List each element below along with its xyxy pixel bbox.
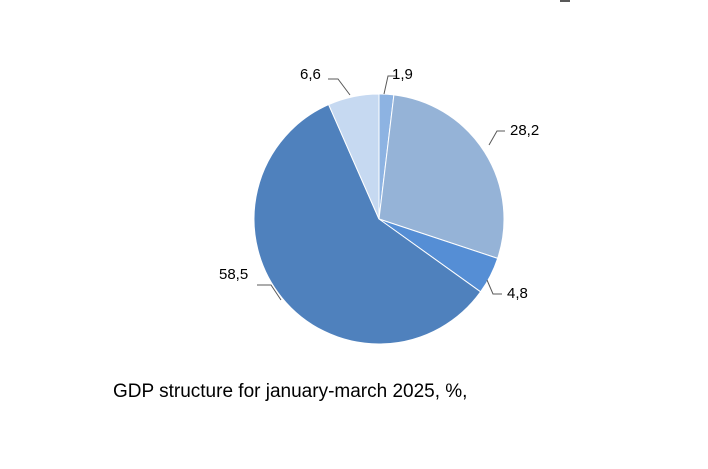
leader-line-3 bbox=[486, 279, 502, 295]
data-label-4: 58,5 bbox=[219, 266, 248, 283]
leader-line-5 bbox=[328, 78, 351, 96]
leader-line-4 bbox=[257, 284, 282, 301]
pie-slice-4 bbox=[253, 103, 482, 345]
data-label-5: 6,6 bbox=[300, 66, 321, 83]
pie-slice-5 bbox=[327, 93, 380, 220]
data-label-1: 1,9 bbox=[392, 66, 413, 83]
pie-slice-2 bbox=[378, 94, 505, 260]
data-label-3: 4,8 bbox=[507, 285, 528, 302]
top-edge-mark bbox=[560, 0, 570, 2]
leader-line-1 bbox=[383, 75, 397, 95]
leader-lines bbox=[257, 75, 505, 301]
pie-slices bbox=[253, 93, 505, 345]
chart-title: GDP structure for january-march 2025, %, bbox=[113, 381, 468, 402]
data-label-2: 28,2 bbox=[510, 122, 539, 139]
data-labels: 1,9 28,2 4,8 58,5 6,6 bbox=[219, 66, 539, 302]
leader-line-2 bbox=[488, 130, 505, 146]
